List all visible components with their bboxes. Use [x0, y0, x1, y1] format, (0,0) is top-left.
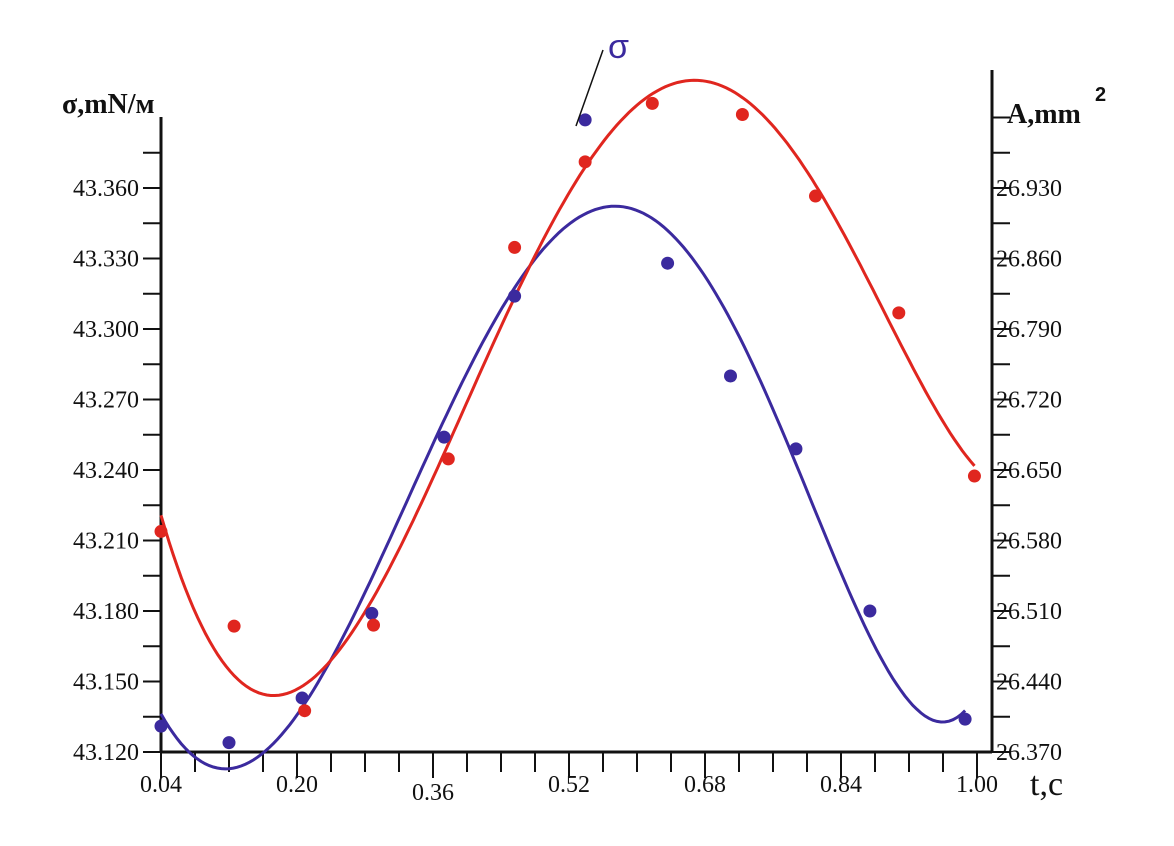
axes: 0.04 0.20 0.36 0.52 0.68 0.84 1.00 43.120 43.150… [73, 70, 1062, 806]
y-left-tick-label: 43.120 [73, 740, 139, 766]
y-right-tick-label: 26.860 [996, 247, 1062, 273]
data-point-left [724, 369, 737, 383]
data-point-right [367, 618, 380, 632]
data-points [154, 96, 981, 750]
x-axis-label: t,c [1030, 766, 1063, 803]
x-tick-label: 0.20 [276, 772, 318, 798]
x-tick-label: 0.36 [412, 780, 454, 806]
y-left-tick-label: 43.150 [73, 670, 139, 696]
y-right-axis-label-superscript: 2 [1095, 84, 1106, 106]
y-left-tick-label: 43.300 [73, 317, 139, 343]
data-point-left [222, 736, 236, 750]
data-point-right [892, 306, 906, 320]
data-point-left [958, 712, 972, 726]
annotation-sigma: σ [608, 28, 629, 66]
data-point-right [441, 452, 455, 466]
data-point-right [227, 619, 241, 633]
y-left-axis-label: σ,mN/м [62, 89, 155, 120]
data-point-right [645, 96, 659, 110]
data-point-left [365, 606, 379, 620]
y-right-axis-label: A,mm [1007, 99, 1081, 130]
y-right-tick-label: 26.440 [996, 670, 1062, 696]
data-point-right [967, 469, 981, 483]
data-point-left [578, 113, 592, 127]
y-left-tick-label: 43.180 [73, 599, 139, 625]
y-left-tick-label: 43.270 [73, 388, 139, 414]
data-point-left [789, 442, 803, 456]
annotation-leader-line [575, 49, 604, 127]
data-point-right [508, 240, 522, 254]
data-point-right [735, 107, 749, 121]
data-point-left [661, 256, 675, 270]
x-tick-label: 0.84 [820, 772, 862, 798]
y-left-tick-label: 43.240 [73, 458, 139, 484]
data-point-right [298, 704, 312, 718]
data-point-left [863, 604, 877, 618]
y-right-tick-label: 26.580 [996, 529, 1062, 555]
y-right-tick-label: 26.720 [996, 388, 1062, 414]
data-point-left [295, 691, 309, 705]
fit-curves [159, 78, 976, 771]
x-tick-label: 0.68 [684, 772, 726, 798]
data-point-right [154, 524, 168, 538]
fit-curve-right [159, 78, 976, 697]
x-tick-label: 0.04 [140, 772, 182, 798]
y-left-tick-label: 43.210 [73, 529, 139, 555]
data-point-left [508, 289, 522, 303]
y-right-tick-label: 26.790 [996, 317, 1062, 343]
data-point-right [809, 189, 822, 203]
data-point-right [578, 155, 592, 169]
data-point-left [154, 719, 168, 733]
data-point-left [437, 430, 451, 444]
y-left-tick-label: 43.360 [73, 176, 139, 202]
y-right-tick-label: 26.650 [996, 458, 1062, 484]
x-tick-label: 1.00 [956, 772, 998, 798]
x-tick-label: 0.52 [548, 772, 590, 798]
y-right-tick-label: 26.510 [996, 599, 1062, 625]
fit-curve-left [159, 204, 967, 771]
y-left-tick-label: 43.330 [73, 247, 139, 273]
y-right-tick-label: 26.370 [996, 740, 1062, 766]
y-right-tick-label: 26.930 [996, 176, 1062, 202]
